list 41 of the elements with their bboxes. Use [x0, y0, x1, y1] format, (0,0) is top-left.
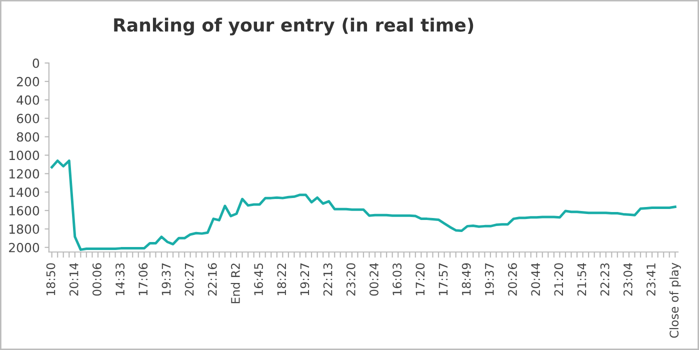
x-tick-label: 19:37 [484, 263, 494, 296]
x-tick-label: 14:33 [116, 263, 124, 296]
y-tick-label: 400 [16, 95, 40, 105]
x-tick-label: 21:54 [577, 263, 586, 296]
y-tick-label: 200 [16, 76, 40, 86]
x-tick-label: 22:13 [323, 263, 332, 296]
x-tick-label: 17:06 [138, 263, 148, 296]
y-tick-label: 0 [32, 58, 40, 68]
line-series [50, 159, 676, 251]
x-tick-label: 00:24 [370, 263, 378, 296]
x-tick-label: 23:04 [623, 263, 632, 296]
x-tick-label: 22:16 [208, 263, 217, 296]
x-tick-label: 19:37 [162, 263, 171, 296]
x-tick-label: 23:20 [346, 263, 356, 296]
y-tick-label: 1600 [9, 206, 40, 216]
x-tick-label: 17:20 [416, 263, 425, 296]
x-tick-label: 18:50 [46, 263, 56, 296]
x-tick-label: Close of play [669, 262, 681, 338]
x-tick-label: 20:26 [508, 263, 517, 296]
x-tick-label: 16:03 [392, 263, 402, 296]
x-tick-label: 23:41 [646, 264, 656, 296]
x-tick-label: 17:57 [438, 263, 448, 296]
x-tick-label: 20:14 [69, 263, 78, 296]
y-tick-label: 1000 [9, 150, 40, 160]
x-tick-label: 21:20 [554, 263, 564, 296]
x-tick-label: 20:44 [531, 263, 540, 296]
y-tick-label: 1400 [9, 188, 40, 197]
y-tick-label: 600 [16, 114, 40, 124]
x-tick-label: End R2 [230, 264, 240, 304]
x-tick-label: 18:22 [277, 264, 286, 296]
x-tick-label: 18:49 [462, 263, 471, 296]
x-tick-label: 19:27 [300, 263, 310, 296]
y-tick-label: 2000 [9, 242, 40, 252]
y-tick-label: 1200 [9, 169, 40, 179]
chart-title: Ranking of your entry (in real time) [114, 18, 474, 36]
y-tick-label: 1800 [9, 224, 40, 234]
x-tick-label: 20:27 [184, 263, 194, 296]
x-tick-label: 16:45 [254, 263, 264, 296]
y-tick-label: 800 [16, 132, 40, 142]
x-tick-label: 22:23 [600, 263, 610, 296]
x-tick-label: 00:06 [92, 263, 102, 296]
